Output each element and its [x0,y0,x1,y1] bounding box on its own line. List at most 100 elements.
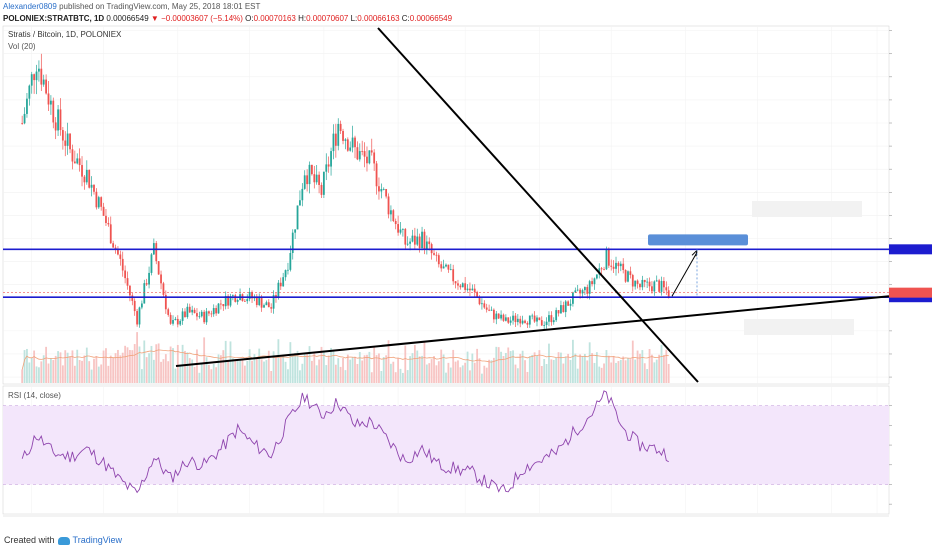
candle [390,210,392,215]
volume-bar [121,352,124,383]
candle [40,68,43,85]
candle [560,305,562,314]
candle [181,311,184,321]
volume-bar [282,354,285,383]
volume-bar [437,361,440,383]
volume-bar [433,356,435,383]
candle [603,269,605,271]
candle [548,315,550,322]
volume-bar [440,349,443,383]
volume-bar [394,372,397,383]
volume-bar [95,355,98,383]
volume-bar [651,354,653,383]
candle [308,164,311,185]
candle [406,243,409,245]
candle [660,280,663,292]
volume-bar [615,362,617,383]
candle [227,295,229,306]
volume-bar [198,372,201,383]
candle [619,263,622,267]
candle [107,222,110,225]
candle [483,303,486,308]
candle [655,280,658,282]
volume-bar [301,363,304,383]
volume-bar [543,358,546,383]
volume-bar [519,353,522,383]
author-link[interactable]: Alexander0809 [3,2,57,11]
volume-bar [23,350,26,383]
volume-bar [33,350,36,383]
candle [452,269,455,282]
volume-bar [236,360,239,383]
candle [289,253,292,270]
candle [205,311,208,323]
volume-bar [361,360,364,383]
volume-bar [349,359,352,383]
volume-bar [119,355,122,383]
candle [174,318,177,321]
trendlines[interactable] [175,27,890,383]
volume-bar [423,342,426,383]
volume-bar [327,355,330,383]
candle [133,300,136,312]
axes [3,30,892,517]
volume-bar [186,352,189,383]
candle [634,280,637,287]
volume-bar [330,347,332,383]
price-pane[interactable] [2,25,890,385]
volume-bar [248,349,251,383]
volume-bar [509,351,512,383]
candle [145,283,148,285]
volume-bar [313,351,316,383]
candle [358,151,361,160]
candle [243,300,246,302]
volume-bar [629,359,632,383]
candle [531,315,534,317]
candle [454,281,457,284]
volume-bar [105,348,107,383]
candle [497,313,500,319]
created-with: Created with [4,535,55,545]
volume-bar [646,369,649,383]
candle [591,281,593,285]
candle [267,302,270,308]
close-value: 0.00066549 [409,14,453,23]
tradingview-link[interactable]: TradingView [72,535,123,545]
candle [516,318,519,323]
volume-bar [413,345,416,383]
volume-bar [126,347,129,383]
volume-bar [318,359,320,383]
candle [140,303,143,308]
volume-bar [380,371,383,383]
volume-bar [131,350,134,383]
candle [643,279,646,283]
volume-bar [143,340,146,383]
candle [526,322,529,325]
volume-bar [562,363,565,383]
chart-title: Stratis / Bitcoin, 1D, POLONIEX [8,30,122,39]
volume-bar [59,352,62,383]
publish-info: Alexander0809 published on TradingView.c… [3,2,260,11]
candle [129,285,131,296]
volume-bar [184,350,186,383]
volume-bar [78,359,81,383]
volume-bar [337,358,340,383]
candle [421,231,423,249]
candle [612,266,615,269]
candle [157,261,160,275]
candle [114,247,117,250]
candle [627,271,629,282]
volume-bar [617,361,620,383]
horizontal-levels[interactable] [3,244,932,303]
volume-bar [569,359,572,383]
volume-bar [289,342,292,383]
projection-arrow [671,252,698,297]
volume-bar [21,369,24,383]
candle [176,318,179,325]
candle [404,228,407,245]
volume-bar [595,352,598,383]
volume-bar [344,370,347,383]
rsi-indicator [3,390,889,494]
volume-bar [351,357,354,383]
